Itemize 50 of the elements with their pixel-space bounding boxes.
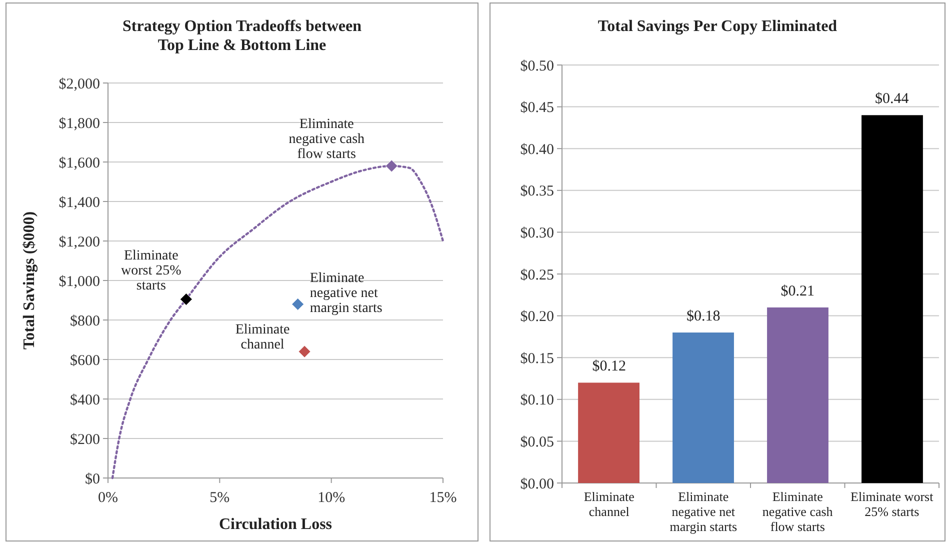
y-tick-label: $200	[70, 432, 100, 448]
bar	[578, 382, 640, 483]
x-tick-label: Eliminate negative net margin starts	[670, 489, 738, 534]
y-tick-label: $0.45	[520, 100, 554, 116]
y-tick-label: $1,800	[58, 116, 100, 132]
y-tick-label: $0.40	[520, 142, 554, 158]
annotation: Eliminate worst 25% starts	[121, 248, 182, 294]
point	[385, 160, 398, 172]
annotation: Eliminate negative cash flow starts	[288, 116, 365, 162]
y-tick-label: $0.50	[520, 58, 554, 74]
y-tick-label: $0.30	[520, 225, 554, 242]
annotation: Eliminate channel	[235, 322, 290, 353]
bar	[862, 115, 923, 483]
y-tick-label: $0.25	[520, 267, 554, 284]
point	[180, 293, 192, 306]
y-tick-label: $1,400	[58, 194, 100, 211]
x-tick-label: 15%	[429, 490, 457, 506]
x-axis-title: Circulation Loss	[218, 516, 332, 533]
y-tick-label: $2,000	[58, 76, 100, 92]
y-tick-label: $0.00	[520, 476, 554, 492]
x-tick-label: 5%	[210, 490, 230, 506]
data-label: $0.12	[592, 358, 626, 375]
x-tick-label: 10%	[318, 490, 346, 506]
chart-title: Total Savings Per Copy Eliminated	[598, 18, 838, 35]
y-tick-label: $0	[85, 471, 100, 488]
point	[298, 345, 311, 358]
bar	[767, 307, 828, 483]
y-tick-label: $0.10	[520, 392, 554, 409]
point	[292, 298, 304, 310]
annotation: Eliminate negative net margin starts	[310, 271, 382, 316]
y-tick-label: $1,200	[58, 234, 100, 250]
x-tick-label: Eliminate channel	[584, 489, 635, 519]
data-label: $0.21	[780, 283, 814, 300]
x-tick-label: Eliminate negative cash flow starts	[762, 489, 834, 534]
chart-title: Strategy Option Tradeoffs between Top Line & Bottom Line	[122, 18, 362, 54]
x-tick-label: Eliminate worst 25% starts	[850, 489, 934, 519]
y-tick-label: $1,600	[58, 155, 100, 172]
y-tick-label: $800	[70, 313, 100, 330]
y-tick-label: $1,000	[58, 274, 100, 290]
y-tick-label: $0.20	[520, 309, 554, 326]
data-label: $0.44	[875, 91, 910, 108]
y-tick-label: $0.15	[520, 350, 554, 367]
x-tick-label: 0%	[98, 490, 118, 506]
y-axis-title: Total Savings ($000)	[21, 211, 38, 350]
y-tick-label: $0.05	[520, 434, 554, 450]
y-tick-label: $400	[70, 392, 100, 408]
y-tick-label: $600	[70, 352, 100, 369]
y-tick-label: $0.35	[520, 184, 554, 200]
data-label: $0.18	[686, 308, 720, 325]
bar	[672, 332, 734, 483]
